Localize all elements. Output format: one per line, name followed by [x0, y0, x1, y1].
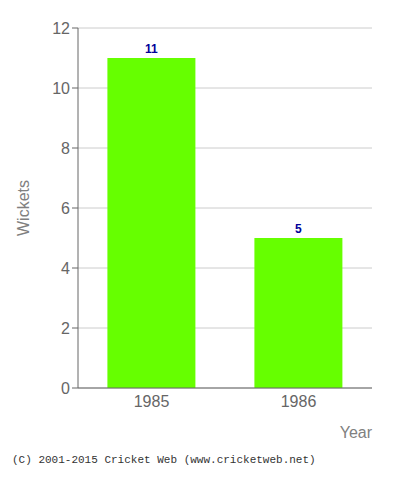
svg-text:4: 4	[61, 260, 70, 277]
svg-text:0: 0	[61, 380, 70, 397]
svg-text:8: 8	[61, 140, 70, 157]
svg-text:Wickets: Wickets	[15, 180, 32, 236]
svg-text:6: 6	[61, 200, 70, 217]
svg-text:10: 10	[52, 80, 70, 97]
svg-text:Year: Year	[340, 424, 373, 441]
svg-text:5: 5	[295, 222, 302, 236]
svg-text:12: 12	[52, 20, 70, 37]
svg-text:11: 11	[145, 42, 158, 56]
svg-text:1985: 1985	[134, 393, 170, 410]
html-text:(C) 2001-2015 Cricket Web (www: (C) 2001-2015 Cricket Web (www.cricketwe…	[12, 454, 316, 466]
svg-text:1986: 1986	[281, 393, 317, 410]
svg-text:2: 2	[61, 320, 70, 337]
